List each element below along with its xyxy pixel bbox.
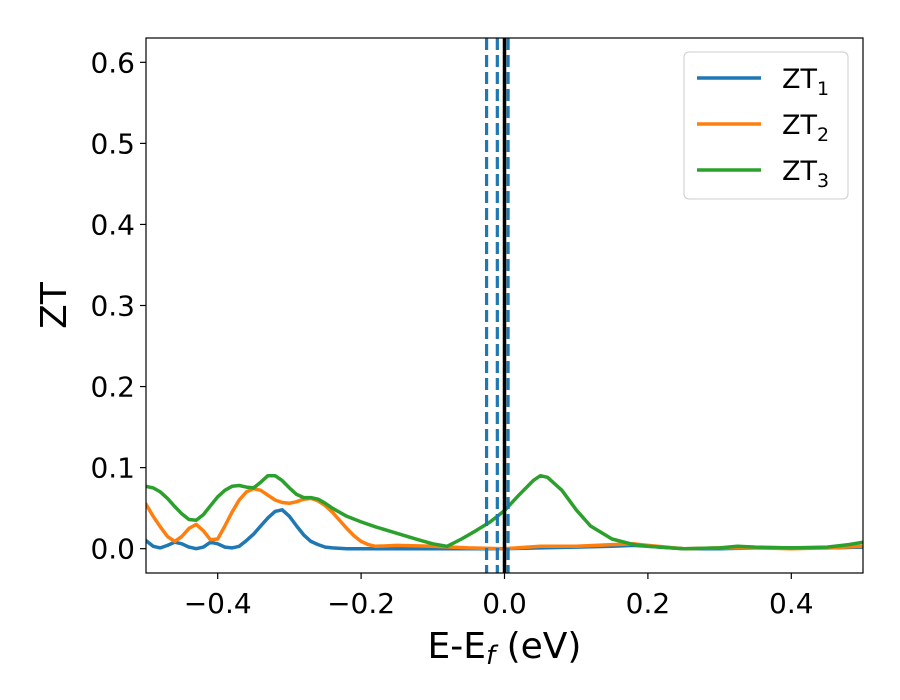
legend-label-zt1: ZT1	[782, 64, 829, 100]
legend-box	[683, 51, 849, 200]
x-axis-label-suffix: (eV)	[495, 626, 581, 667]
y-tick-label: 0.1	[90, 452, 135, 485]
x-tick-label: 0.0	[482, 587, 527, 620]
x-axis-label: E-Ef (eV)	[428, 626, 582, 671]
y-tick-label: 0.5	[90, 127, 135, 160]
y-tick-label: 0.0	[90, 533, 135, 566]
x-axis-label-main: E-E	[428, 626, 486, 667]
legend: ZT1 ZT2 ZT3	[683, 51, 849, 200]
x-tick-label: 0.2	[626, 587, 671, 620]
y-tick-label: 0.6	[90, 46, 135, 79]
y-axis-label: ZT	[34, 281, 75, 329]
y-tick-label: 0.4	[90, 208, 135, 241]
x-tick-label: 0.4	[769, 587, 814, 620]
y-tick-label: 0.3	[90, 290, 135, 323]
x-tick-label: −0.2	[327, 587, 395, 620]
series-line-zt3	[146, 473, 863, 551]
vertical-lines-layer	[484, 38, 510, 573]
legend-label-zt2: ZT2	[782, 110, 829, 146]
x-tick-label: −0.4	[184, 587, 252, 620]
legend-label-zt3: ZT3	[782, 156, 829, 192]
series-layer	[146, 473, 863, 551]
y-tick-label: 0.2	[90, 371, 135, 404]
x-axis-ticks: −0.4 −0.2 0.0 0.2 0.4	[184, 573, 814, 620]
y-axis-ticks: 0.0 0.1 0.2 0.3 0.4 0.5 0.6	[90, 46, 146, 566]
